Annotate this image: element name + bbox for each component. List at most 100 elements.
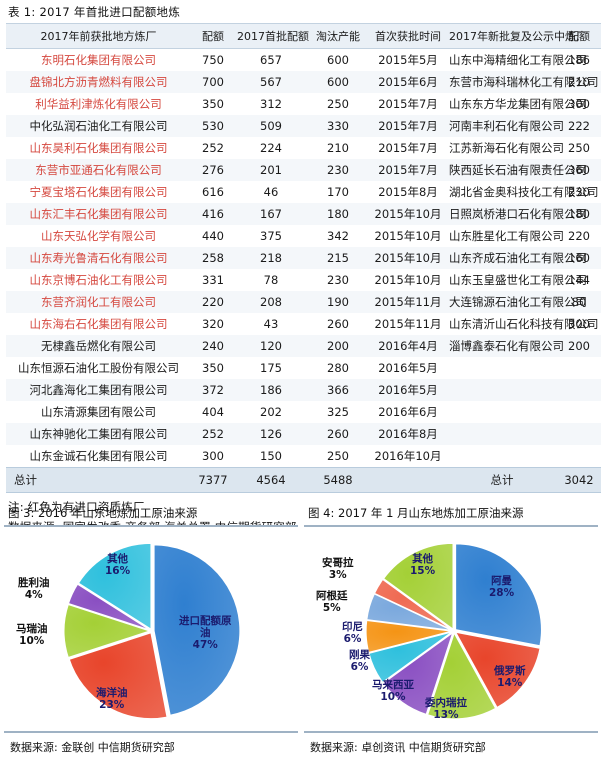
cell-quota: 750 [202, 53, 224, 67]
cell-quota: 404 [202, 405, 224, 419]
cell-first-batch-quota: 167 [235, 203, 307, 225]
figures-container: 图 3: 2016 年山东地炼加工原油来源 进口配额原油 47% 海洋油 23% 马… [0, 505, 603, 755]
cell-new-quota: 80 [557, 291, 601, 313]
cell-first-approval-time: 2016年8月 [369, 423, 447, 445]
column-header-new-approved-refinery: 2017年新批复及公示中炼厂 [447, 23, 587, 49]
cell-first-batch-quota: 208 [235, 291, 307, 313]
total-right-label: 总计 [447, 467, 557, 493]
cell-quota: 416 [191, 203, 235, 225]
table-row: 盘锦北方沥青燃料有限公司 700 567 600 2015年6月 东营市海科瑞林化工有限公… [6, 71, 601, 93]
pie-slice: 委内瑞拉 13% [426, 631, 497, 720]
cell-new-quota [557, 445, 601, 468]
cell-new-refinery-name: 河南丰利石化有限公司 [447, 115, 564, 137]
table-row: 山东寿光鲁清石化有限公司 258 218 215 2015年10月 山东齐成石油化工有限公… [6, 247, 601, 269]
cell-new-quota [557, 379, 601, 401]
cell-first-batch-quota: 150 [260, 449, 282, 463]
cell-eliminated-capacity: 260 [327, 317, 349, 331]
table-row: 宁夏宝塔石化集团有限公司 616 46 170 2015年8月 湖北省金奥科技化工有限公司… [6, 181, 601, 203]
cell-refinery-name: 盘锦北方沥青燃料有限公司 [6, 71, 191, 93]
cell-new-quota: 210 [557, 71, 601, 93]
cell-first-batch-quota: 509 [235, 115, 307, 137]
cell-eliminated-capacity: 342 [327, 229, 349, 243]
cell-first-batch-quota: 126 [235, 423, 307, 445]
cell-refinery-name: 山东京博石油化工有限公司 [29, 273, 168, 287]
pie-slice: 俄罗斯 14% [454, 631, 541, 709]
cell-new-refinery-name [447, 401, 557, 423]
cell-eliminated-capacity: 180 [307, 203, 369, 225]
table-row: 山东海右石化集团有限公司 320 43 260 2015年11月 山东清沂山石化科技有限公… [6, 313, 601, 335]
cell-eliminated-capacity: 325 [327, 405, 349, 419]
cell-refinery-name: 利华益利津炼化有限公司 [35, 97, 162, 111]
cell-new-refinery-name: 淄博鑫泰石化有限公司 [447, 335, 564, 357]
column-header-quota: 配额 [191, 23, 235, 49]
cell-refinery-name: 中化弘润石油化工有限公司 [6, 115, 191, 137]
cell-new-refinery-name: 东营市海科瑞林化工有限公司 [447, 71, 599, 93]
table-caption: 表 1: 2017 年首批进口配额地炼 [8, 5, 181, 19]
cell-first-approval-time: 2015年7月 [369, 159, 447, 181]
cell-new-refinery-name [447, 357, 557, 379]
cell-new-quota [557, 423, 601, 445]
cell-first-batch-quota: 201 [235, 159, 307, 181]
cell-first-approval-time: 2015年10月 [369, 203, 447, 225]
cell-refinery-name: 山东天弘化学有限公司 [41, 229, 156, 243]
cell-new-refinery-name: 日照岚桥港口石化有限公司 [447, 203, 587, 225]
cell-quota: 258 [191, 247, 235, 269]
cell-quota: 276 [191, 159, 235, 181]
cell-quota: 530 [191, 115, 235, 137]
cell-eliminated-capacity: 250 [327, 449, 349, 463]
table-row: 东营齐润化工有限公司 220 208 190 2015年11月 大连锦源石油化工有限公司 8… [6, 291, 601, 313]
total-time [369, 467, 447, 493]
cell-quota: 350 [202, 361, 224, 375]
column-header-first-approval-time: 首次获批时间 [369, 23, 447, 49]
figure-3-source: 数据来源: 金联创 中信期货研究部 [10, 741, 175, 754]
column-header-new-quota: 配额 [557, 23, 601, 49]
cell-quota: 252 [191, 423, 235, 445]
cell-quota: 252 [202, 141, 224, 155]
total-label: 总计 [6, 467, 191, 493]
cell-refinery-name: 宁夏宝塔石化集团有限公司 [29, 185, 168, 199]
cell-first-approval-time: 2015年8月 [378, 185, 438, 199]
total-cut: 5488 [307, 467, 369, 493]
column-header-eliminated-capacity: 淘汰产能 [307, 23, 369, 49]
cell-first-approval-time: 2015年10月 [374, 229, 442, 243]
cell-first-batch-quota: 120 [235, 335, 307, 357]
total-quota: 7377 [191, 467, 235, 493]
cell-eliminated-capacity: 210 [327, 141, 349, 155]
cell-refinery-name: 山东清源集团有限公司 [41, 405, 156, 419]
cell-quota: 350 [202, 97, 224, 111]
cell-first-approval-time: 2015年10月 [374, 273, 442, 287]
cell-refinery-name: 山东金诚石化集团有限公司 [29, 449, 168, 463]
cell-new-refinery-name: 湖北省金奥科技化工有限公司 [449, 185, 599, 199]
table-row: 中化弘润石油化工有限公司 530 509 330 2015年7月 河南丰利石化有限公司 22… [6, 115, 601, 137]
pie-slice: 印尼 6% [365, 619, 453, 654]
pie-slice: 阿曼 28% [454, 543, 543, 647]
cell-first-approval-time: 2015年6月 [369, 71, 447, 93]
cell-first-approval-time: 2015年7月 [378, 97, 438, 111]
cell-first-approval-time: 2015年11月 [374, 317, 442, 331]
table-row: 无棣鑫岳燃化有限公司 240 120 200 2016年4月 淄博鑫泰石化有限公司 200 [6, 335, 601, 357]
pie-slice: 马来西亚 10% [382, 631, 454, 716]
cell-new-quota [557, 357, 601, 379]
cell-first-approval-time: 2015年10月 [369, 247, 447, 269]
cell-quota: 331 [202, 273, 224, 287]
table-row: 东明石化集团有限公司 750 657 600 2015年5月 山东中海精细化工有限公司 18… [6, 49, 601, 72]
cell-eliminated-capacity: 170 [327, 185, 349, 199]
figure-4: 图 4: 2017 年 1 月山东地炼加工原油来源 阿曼 28% 俄罗斯 14% 委… [304, 505, 598, 755]
cell-first-approval-time: 2016年6月 [378, 405, 438, 419]
cell-eliminated-capacity: 200 [307, 335, 369, 357]
cell-quota: 320 [202, 317, 224, 331]
cell-eliminated-capacity: 215 [307, 247, 369, 269]
cell-eliminated-capacity: 600 [327, 53, 349, 67]
cell-eliminated-capacity: 230 [307, 159, 369, 181]
table-row: 山东清源集团有限公司 404 202 325 2016年6月 [6, 401, 601, 423]
cell-quota: 700 [191, 71, 235, 93]
cell-new-refinery-name: 山东东方华龙集团有限公司 [449, 97, 587, 111]
table-body: 东明石化集团有限公司 750 657 600 2015年5月 山东中海精细化工有限公司 18… [6, 49, 601, 468]
cell-quota: 440 [202, 229, 224, 243]
cell-first-batch-quota: 43 [263, 317, 279, 331]
cell-first-batch-quota: 186 [235, 379, 307, 401]
cell-new-refinery-name: 山东胜星化工有限公司 [449, 229, 564, 243]
cell-first-approval-time: 2016年5月 [378, 361, 438, 375]
